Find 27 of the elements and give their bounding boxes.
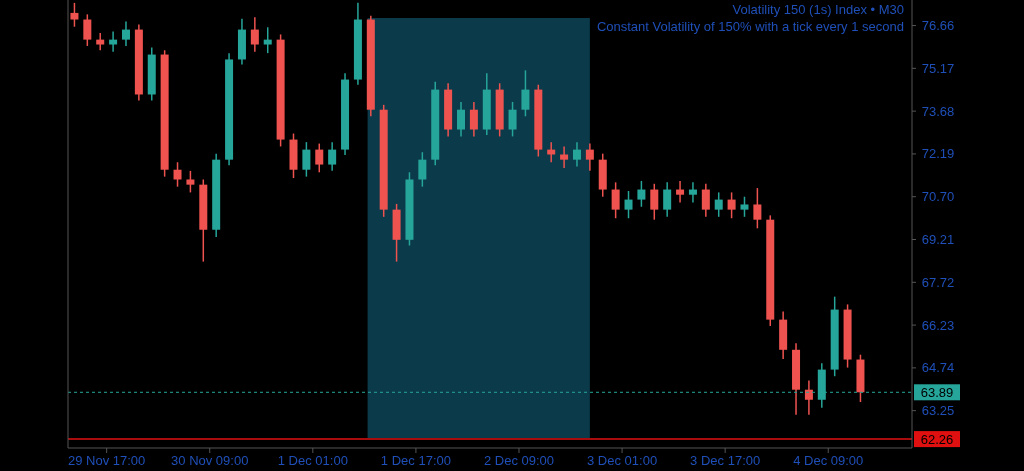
y-tick-label: 69.21 <box>921 232 955 248</box>
y-tick-label: 72.19 <box>921 146 955 162</box>
y-tick-label: 75.17 <box>921 60 955 76</box>
candlestick <box>740 195 749 218</box>
ref-line-label: 63.89 <box>920 384 954 400</box>
x-tick-label: 29 Nov 17:00 <box>67 453 146 468</box>
chart-title: Volatility 150 (1s) Index • M30 <box>732 2 904 17</box>
x-tick-label: 30 Nov 09:00 <box>171 453 249 468</box>
y-tick-label: 67.72 <box>921 274 955 290</box>
x-tick-label: 2 Dec 09:00 <box>483 453 555 468</box>
y-tick-label: 73.68 <box>921 103 955 119</box>
ref-line-label: 62.26 <box>920 431 954 447</box>
y-tick-label: 70.70 <box>921 189 955 205</box>
x-tick-label: 1 Dec 01:00 <box>277 453 348 468</box>
candlestick <box>186 170 195 194</box>
x-tick-label: 3 Dec 01:00 <box>587 453 658 468</box>
candlestick <box>70 2 79 28</box>
candlestick <box>263 26 272 54</box>
x-tick-label: 1 Dec 17:00 <box>380 453 451 468</box>
x-tick-label: 3 Dec 17:00 <box>690 453 761 468</box>
y-tick-label: 63.25 <box>921 403 955 419</box>
y-tick-label: 76.66 <box>921 18 955 34</box>
text: Constant Volatility of 150% with a tick every 1 second <box>596 19 904 34</box>
y-tick-label: 66.23 <box>921 317 955 333</box>
y-tick-label: 64.74 <box>921 360 955 376</box>
x-tick-label: 4 Dec 09:00 <box>793 453 864 468</box>
candlestick <box>753 187 762 230</box>
